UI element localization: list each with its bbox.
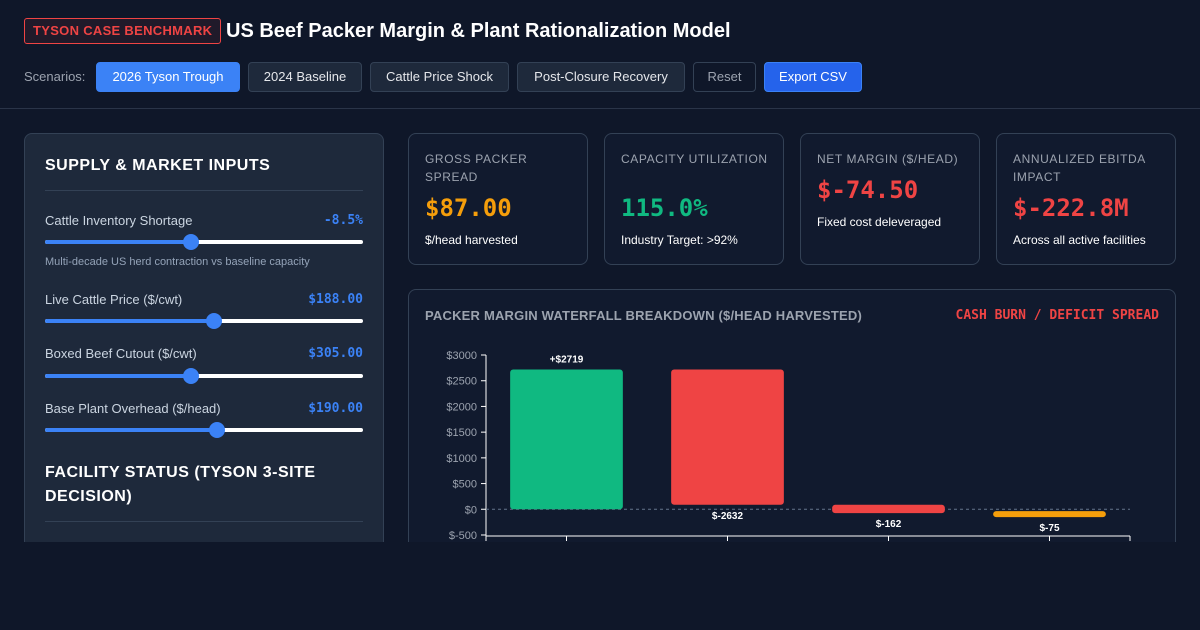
waterfall-bar	[671, 369, 784, 505]
slider-value-boxed-beef: $305.00	[308, 346, 363, 361]
y-tick-label: $2500	[446, 376, 477, 388]
slider-fill	[45, 240, 192, 244]
slider-fill	[45, 319, 214, 323]
kpi-capacity-utilization: CAPACITY UTILIZATION 115.0% Industry Tar…	[604, 133, 784, 265]
kpi-subtext: $/head harvested	[425, 233, 518, 247]
slider-label-inventory: Cattle Inventory Shortage	[45, 213, 193, 228]
kpi-label: ANNUALIZED EBITDA IMPACT	[1013, 152, 1146, 184]
kpi-value: 115.0%	[621, 194, 708, 222]
slider-label-boxed-beef: Boxed Beef Cutout ($/cwt)	[45, 346, 197, 361]
live-cattle-price-slider[interactable]	[45, 313, 363, 329]
reset-button[interactable]: Reset	[693, 62, 756, 92]
bar-data-label: +$2719	[550, 354, 584, 365]
chart-title: PACKER MARGIN WATERFALL BREAKDOWN ($/HEA…	[425, 308, 863, 323]
waterfall-chart-card: PACKER MARGIN WATERFALL BREAKDOWN ($/HEA…	[408, 289, 1176, 573]
page-background	[0, 542, 1200, 630]
kpi-label: CAPACITY UTILIZATION	[621, 152, 768, 166]
export-csv-button[interactable]: Export CSV	[764, 62, 862, 92]
waterfall-chart: $3000 $2500 $2000 $1500 $1000 $500 $0 $-500 +$27…	[446, 350, 1131, 542]
chart-status-label: CASH BURN / DEFICIT SPREAD	[955, 308, 1160, 323]
top-bar: TYSON CASE BENCHMARK US Beef Packer Marg…	[0, 0, 1200, 109]
y-tick-label: $1000	[446, 453, 477, 465]
inputs-panel-title: SUPPLY & MARKET INPUTS	[45, 157, 271, 174]
kpi-ebitda-impact: ANNUALIZED EBITDA IMPACT $-222.8M Across…	[996, 133, 1176, 265]
scenario-button-post-closure[interactable]: Post-Closure Recovery	[517, 62, 685, 92]
slider-fill	[45, 374, 192, 378]
plant-overhead-slider[interactable]	[45, 422, 363, 438]
kpi-subtext: Industry Target: >92%	[621, 233, 738, 247]
kpi-value: $-74.50	[817, 176, 919, 204]
scenario-button-tyson-trough[interactable]: 2026 Tyson Trough	[96, 62, 240, 92]
facility-status-title: FACILITY STATUS (TYSON 3-SITE DECISION)	[45, 464, 316, 505]
y-tick-label: $1500	[446, 427, 477, 439]
slider-thumb[interactable]	[183, 368, 200, 384]
slider-thumb[interactable]	[183, 234, 200, 250]
kpi-net-margin: NET MARGIN ($/HEAD) $-74.50 Fixed cost d…	[800, 133, 980, 265]
waterfall-bar	[510, 369, 623, 510]
slider-note-inventory: Multi-decade US herd contraction vs base…	[45, 256, 310, 268]
y-tick-label: $500	[453, 479, 477, 491]
slider-label-overhead: Base Plant Overhead ($/head)	[45, 401, 221, 416]
slider-label-live-cattle: Live Cattle Price ($/cwt)	[45, 292, 183, 307]
bar-data-label: $-2632	[712, 511, 744, 522]
waterfall-bar	[993, 511, 1106, 518]
inventory-shortage-slider[interactable]	[45, 234, 363, 250]
kpi-gross-spread: GROSS PACKER SPREAD $87.00 $/head harves…	[408, 133, 588, 265]
scenarios-label: Scenarios:	[24, 69, 86, 84]
kpi-label: NET MARGIN ($/HEAD)	[817, 152, 959, 166]
benchmark-badge: TYSON CASE BENCHMARK	[24, 18, 222, 44]
bar-data-label: $-162	[876, 519, 902, 530]
slider-fill	[45, 428, 217, 432]
y-tick-label: $3000	[446, 350, 477, 362]
divider	[45, 521, 363, 522]
kpi-label: GROSS PACKER SPREAD	[425, 152, 528, 184]
kpi-value: $87.00	[425, 194, 512, 222]
bar-data-label: $-75	[1039, 523, 1059, 534]
kpi-value: $-222.8M	[1013, 194, 1129, 222]
slider-value-overhead: $190.00	[308, 401, 363, 416]
kpi-subtext: Fixed cost deleveraged	[817, 215, 942, 229]
slider-thumb[interactable]	[205, 313, 222, 329]
y-tick-label: $0	[465, 504, 477, 516]
kpi-subtext: Across all active facilities	[1013, 233, 1146, 247]
scenario-button-cattle-shock[interactable]: Cattle Price Shock	[370, 62, 509, 92]
scenario-button-baseline[interactable]: 2024 Baseline	[248, 62, 362, 92]
inputs-panel: SUPPLY & MARKET INPUTS Cattle Inventory …	[24, 133, 384, 573]
y-tick-label: $2000	[446, 401, 477, 413]
boxed-beef-cutout-slider[interactable]	[45, 368, 363, 384]
slider-value-inventory: -8.5%	[323, 213, 363, 228]
divider	[45, 190, 363, 191]
y-tick-label: $-500	[449, 530, 477, 542]
waterfall-bar	[832, 504, 945, 514]
page-title: US Beef Packer Margin & Plant Rationaliz…	[226, 20, 731, 42]
slider-thumb[interactable]	[208, 422, 225, 438]
slider-value-live-cattle: $188.00	[308, 292, 363, 307]
